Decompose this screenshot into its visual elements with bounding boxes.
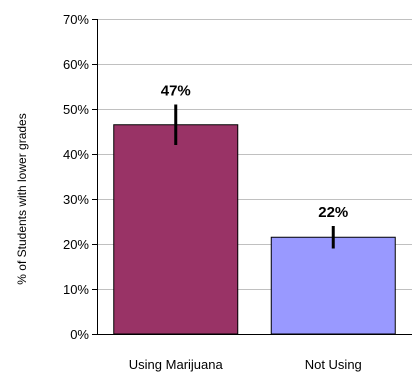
y-tick-label: 20% [63,237,89,252]
y-tick-label: 60% [63,57,89,72]
bar-not-using [270,236,396,335]
y-tick-label: 50% [63,102,89,117]
y-axis-label: % of Students with lower grades [15,113,29,284]
x-category-label: Not Using [305,357,362,372]
y-tick-label: 40% [63,147,89,162]
y-tick-label: 30% [63,192,89,207]
bar-using-marijuana [113,124,239,335]
y-tick-label: 70% [63,12,89,27]
data-labels: 47% 22% [161,83,349,222]
y-tick-label: 10% [63,282,89,297]
x-axis-categories: Using Marijuana Not Using [129,357,362,372]
y-tick-label: 0% [70,327,89,342]
x-category-label: Using Marijuana [129,357,224,372]
data-label: 47% [161,83,191,100]
data-label: 22% [318,204,348,221]
y-axis-ticks: 0% 10% 20% 30% 40% 50% 60% 70% [63,12,97,342]
error-bars [174,104,335,249]
bars [113,124,396,335]
